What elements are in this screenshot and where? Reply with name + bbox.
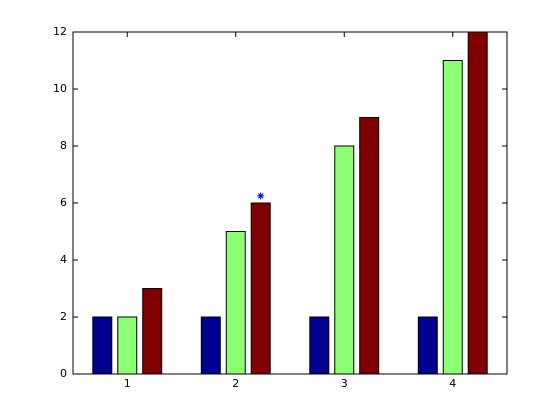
bar — [92, 316, 113, 375]
plot-area — [73, 32, 507, 374]
bar — [142, 288, 163, 375]
y-tick-label: 2 — [60, 310, 67, 323]
bar — [200, 316, 221, 375]
bar — [309, 316, 330, 375]
bar — [417, 316, 438, 375]
x-tick-label: 3 — [341, 377, 348, 390]
y-tick-label: 6 — [60, 196, 67, 209]
y-tick-label: 0 — [60, 367, 67, 380]
x-tick-label: 4 — [449, 377, 456, 390]
bar — [334, 145, 355, 375]
bar — [225, 231, 246, 375]
bar — [117, 316, 138, 375]
x-tick-label: 2 — [232, 377, 239, 390]
y-tick-label: 8 — [60, 139, 67, 152]
axes-box — [72, 31, 508, 375]
bar — [250, 202, 271, 375]
bar — [359, 117, 380, 375]
point-marker — [257, 192, 265, 200]
bar — [442, 60, 463, 375]
y-tick-label: 10 — [53, 82, 67, 95]
bar — [467, 31, 488, 375]
y-tick-label: 4 — [60, 253, 67, 266]
x-tick-label: 1 — [124, 377, 131, 390]
y-tick-label: 12 — [53, 25, 67, 38]
